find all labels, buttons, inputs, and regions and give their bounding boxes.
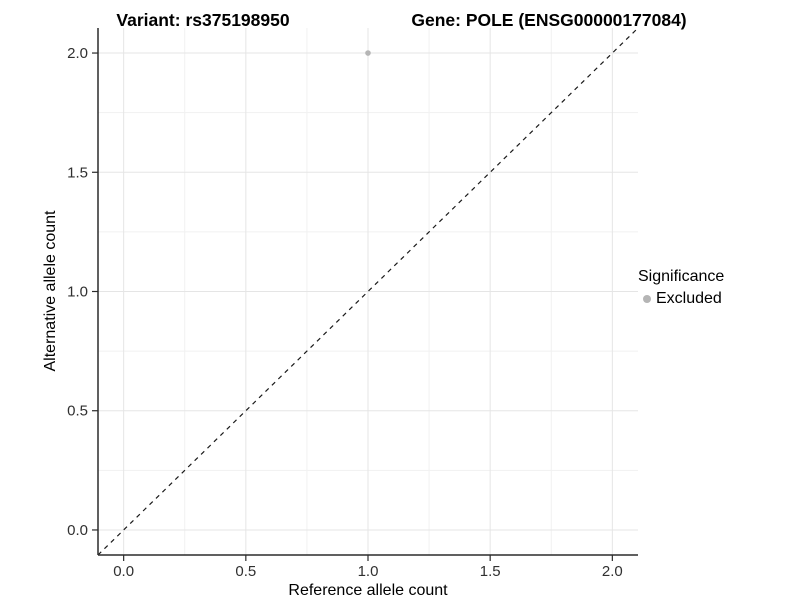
x-axis-title: Reference allele count bbox=[288, 582, 448, 599]
legend-title: Significance bbox=[638, 268, 725, 285]
gene-title: Gene: POLE (ENSG00000177084) bbox=[411, 10, 687, 30]
y-tick-label: 0.0 bbox=[67, 522, 88, 539]
y-tick-label: 1.5 bbox=[67, 164, 88, 181]
variant-title: Variant: rs375198950 bbox=[116, 10, 290, 30]
y-tick-label: 1.0 bbox=[67, 284, 88, 301]
legend-item-label: Excluded bbox=[656, 290, 722, 307]
legend-item-excluded: Excluded bbox=[638, 290, 724, 308]
legend: Significance Excluded bbox=[638, 268, 724, 308]
x-tick-label: 1.0 bbox=[358, 563, 379, 580]
y-tick-label: 2.0 bbox=[67, 45, 88, 62]
x-tick-label: 2.0 bbox=[602, 563, 623, 580]
x-tick-label: 1.5 bbox=[480, 563, 501, 580]
x-tick-label: 0.0 bbox=[113, 563, 134, 580]
legend-key-dot-icon bbox=[643, 295, 651, 303]
data-point bbox=[365, 50, 371, 56]
x-tick-label: 0.5 bbox=[235, 563, 256, 580]
y-tick-label: 0.5 bbox=[67, 403, 88, 420]
